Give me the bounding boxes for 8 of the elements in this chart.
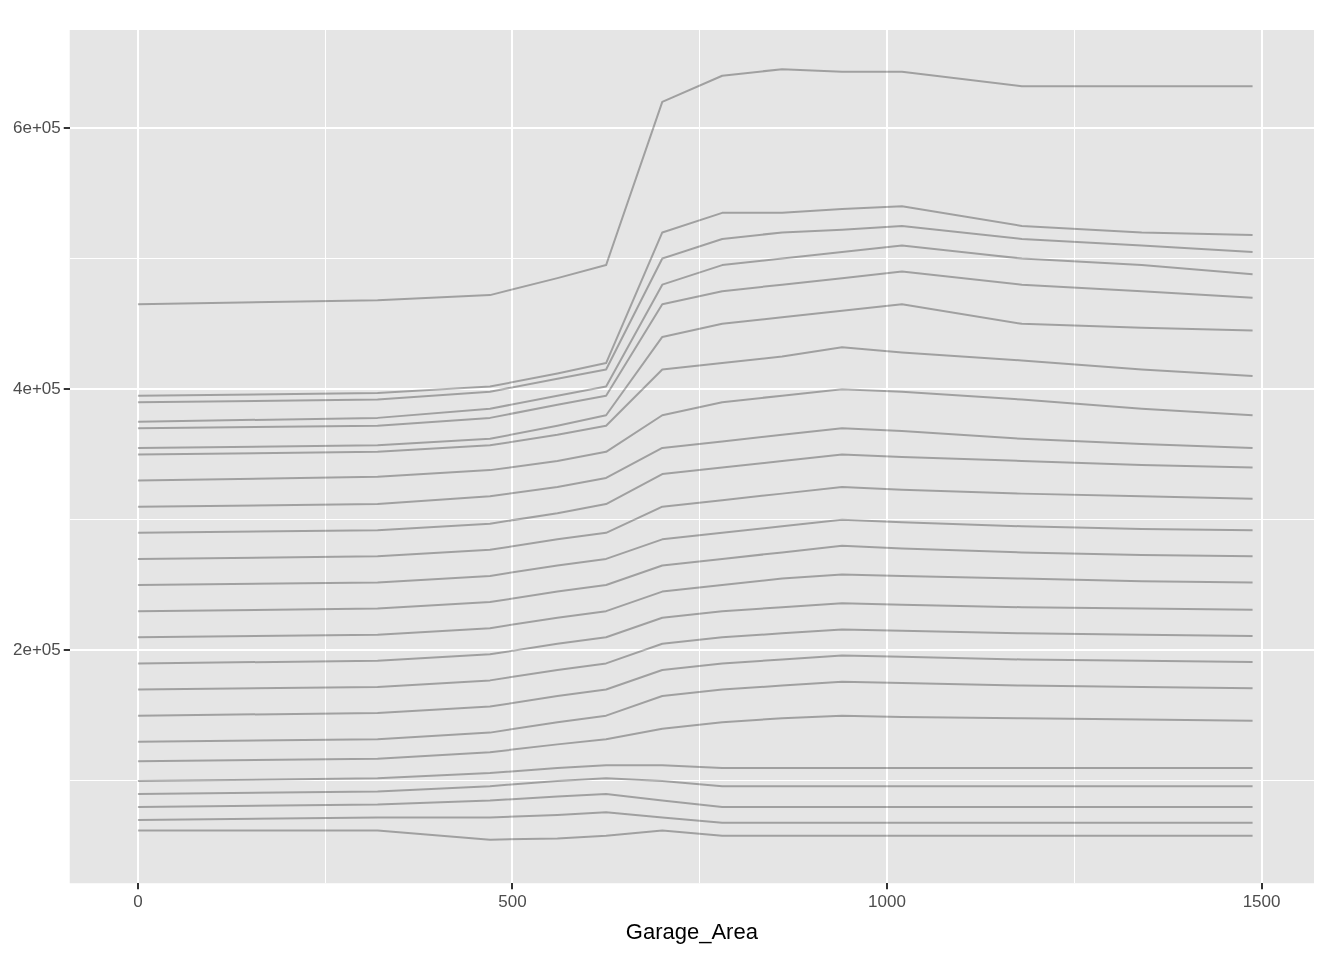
x-tick-label: 500 [498,892,527,912]
y-tick-label: 4e+05 [13,378,61,398]
y-tick-label: 6e+05 [13,117,61,137]
x-tick-label: 0 [133,892,143,912]
x-tick-label: 1000 [868,892,906,912]
x-tick-label: 1500 [1242,892,1281,912]
x-axis-title: Garage_Area [625,918,759,944]
y-tick-label: 2e+05 [13,640,61,660]
